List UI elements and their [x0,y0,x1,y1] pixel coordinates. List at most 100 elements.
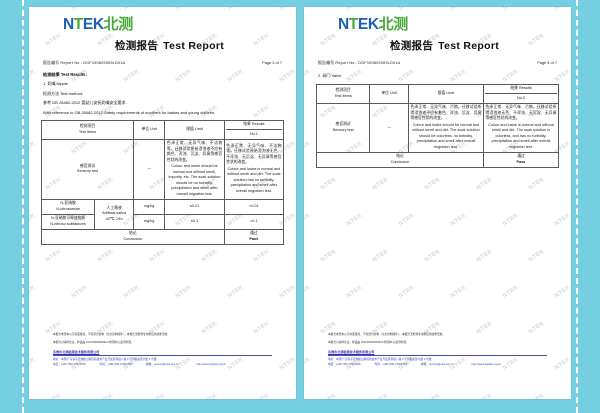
cell-item-nitroso: N-亚硝胺可释放物质 N-nitroso substances [40,213,96,230]
cell-limit-sensory: 色泽正常、无异气味、污物。迁移试验所得浸泡液不应有着色、浑浊、沉淀、异臭等感官性… [407,102,484,153]
watermark-text: NTEK [253,393,271,399]
report-page-left: NTEK NTEK NTEK NTEK NTEK NTEK NTEK NTEK NTEK NTEK… [29,7,296,399]
col-unit: 单位 Unit [132,119,166,140]
decor-dash-line-right [576,0,578,413]
footer-divider [328,355,547,357]
test-method-en: With reference to GB 28482-2012 Safety r… [43,109,216,115]
watermark-text: NTEK [502,7,520,11]
cell-result-sensory: 色泽正常、无异气味、污物。迁移试验所得浸泡液无色、不浑浊、无沉淀、无异臭等感官性… [482,102,560,153]
watermark-text: NTEK [279,7,296,11]
cell-limit-nitroso: ≤0.1 [164,213,225,230]
watermark-text: NTEK [320,393,338,399]
report-number-line-right: 报告编号 Report No.: DGF190829009LD01A Page … [316,60,559,66]
report-number-line-left: 报告编号 Report No.: DGF190829009LD01A Page … [41,60,284,66]
page-number-left: Page 3 of 7 [262,59,282,65]
watermark-text: NTEK [29,212,37,228]
section-heading-results: 检测结果 Test Results: [43,71,87,77]
watermark-text: NTEK [71,7,89,11]
watermark-text: NTEK [149,393,167,399]
watermark-text: NTEK [29,284,37,300]
watermark-text: NTEK [304,7,312,11]
watermark-text: NTEK [398,7,416,11]
watermark-text: NTEK [372,393,390,399]
report-label-left: 报告编号 Report No.: [43,59,82,65]
footer-url[interactable]: http://www.dgntek.org.cn [471,362,502,366]
watermark-text: NTEK [304,68,312,84]
cell-limit-sensory: 色泽正常、无异气味、不洁物等。迁移试验原始浸泡液不应有颜色、浑浊、沉淀、异臭等感… [164,138,225,200]
watermark-text: NTEK [304,212,312,228]
test-method-label: 检测方法 Test method: [43,90,84,96]
item-line-valve: 2. 阀门 Valve [318,72,342,78]
watermark-text: NTEK [175,7,193,11]
table-header-row: 检测项目 Test Items 单位 Unit 限值 Limit 结果 Resu… [41,119,285,140]
cell-unit-sensory: — [132,138,166,200]
footer-divider [53,355,272,357]
report-spread: NTEK NTEK NTEK NTEK NTEK NTEK NTEK NTEK NTEK NTEK… [29,7,571,399]
cell-result-nitroso: <0.1 [223,213,285,230]
footer-address: 地址：中国 广东省东莞市松山湖高新技术产业开发区科技八路 6 号华勤总部大厦 3… [328,358,432,362]
report-page-right: NTEK NTEK NTEK NTEK NTEK NTEK NTEK NTEK NTEK NTEK… [304,7,571,399]
watermark-text: NTEK [346,7,364,11]
col-limit: 限值 Limit [164,119,225,140]
watermark-text: NTEK [554,7,571,11]
watermark-text: NTEK [97,393,115,399]
footer-company: 东莞市北测检测技术服务有限公司 [328,349,375,354]
table-row: 感官测试 Sensory test — 色泽正常、无异气味、污物。迁移试验所得浸… [315,102,560,153]
page-footer-right: 本报告未经本公司书面批准，不得部分复制（全文复制除外）。本报告无检测专用章及骑缝… [328,333,547,367]
footer-contact: 电话：(+86-769) 27901446 传真：(+86-769) 279014… [53,362,227,366]
table-row: 感官测试 Sensory test — 色泽正常、无异气味、不洁物等。迁移试验原… [41,138,285,200]
ntek-logo: NTEK北测 [63,17,284,33]
cell-verdict: 通过 Pass [482,151,560,168]
logo-letter-n: N [63,16,74,33]
report-no-right: DGF190829009LD01A [358,59,401,65]
watermark-text: NTEK [304,140,312,156]
decor-dash-line-left [22,0,24,413]
footer-contact: 电话：(+86-769) 27901446 传真：(+86-769) 279014… [328,362,502,366]
table-conclusion-row: 结论 Conclusion 通过 Pass [316,151,560,168]
cell-limit-nitrosamine: ≤0.01 [164,198,225,215]
cell-result-nitrosamine: <0.01 [223,198,285,215]
watermark-text: NTEK [528,393,546,399]
watermark-text: NTEK [201,393,219,399]
watermark-text: NTEK [123,7,141,11]
watermark-text: NTEK [476,393,494,399]
watermark-text: NTEK [450,7,468,11]
cell-item-nitrosamine: N-亚硝胺 N-nitrosamine [40,198,96,215]
logo-chinese: 北测 [103,16,134,33]
report-no-left: DGF190829009LD01A [83,59,126,65]
page-title: 检测报告 Test Report [55,38,284,53]
col-test-items: 检测项目 Test Items [41,119,134,140]
table-row: N-亚硝胺 N-nitrosamine 人工唾液 Artificial sali… [40,198,285,230]
watermark-text: NTEK [227,7,245,11]
footer-company: 东莞市北测检测技术服务有限公司 [53,349,100,354]
watermark-text: NTEK [304,356,312,372]
cell-item-sensory: 感官测试 Sensory test [41,138,134,200]
watermark-text: NTEK [29,356,37,372]
footer-url[interactable]: http://www.dgntek.org.cn [196,362,227,366]
footer-address: 地址：中国 广东省东莞市松山湖高新技术产业开发区科技八路 6 号华勤总部大厦 3… [53,358,157,362]
report-label-right: 报告编号 Report No.: [318,59,357,65]
cell-conclusion-label: 结论 Conclusion [41,228,225,245]
cell-unit-nitroso: mg/kg [132,213,166,230]
watermark-text: NTEK [29,68,37,84]
watermark-text: NTEK [29,140,37,156]
watermark-text: NTEK [424,393,442,399]
ntek-logo: NTEK北测 [338,16,408,33]
col-unit: 单位 Unit [369,83,409,104]
col-test-items: 检测项目 Test Items [315,83,371,104]
page-title-en: Test Report [163,39,225,52]
cell-item-sensory: 感官测试 Sensory test [315,102,371,153]
page-title-cn: 检测报告 [114,39,159,52]
table-row: N-亚硝胺可释放物质 N-nitroso substances mg/kg ≤0… [40,213,285,230]
logo-letters-ek: EK [82,16,104,33]
col-results: 结果 Results No.2 [482,83,560,104]
watermark-text: NTEK [29,7,37,11]
table-conclusion-row: 结论 Conclusion 通过 Pass [41,228,285,245]
page-footer-left: 本报告未经本公司书面批准，不得部分复制（全文复制除外）。本报告无检测专用章及骑缝… [53,333,272,367]
cell-unit-nitrosamine: mg/kg [132,198,166,215]
watermark-text: NTEK [304,284,312,300]
cell-result-sensory: 色泽正常、无异气味、不洁物等。迁移试验原始浸泡液无色、不浑浊、无沉淀、无异臭等感… [223,138,285,200]
watermark-text: NTEK [45,393,63,399]
col-results: 结果 Results No.1 [223,119,285,140]
footer-note-2: 本报告对来样负责，样品由 DGF190829009LD 检测中心进行检测。 [328,340,409,344]
